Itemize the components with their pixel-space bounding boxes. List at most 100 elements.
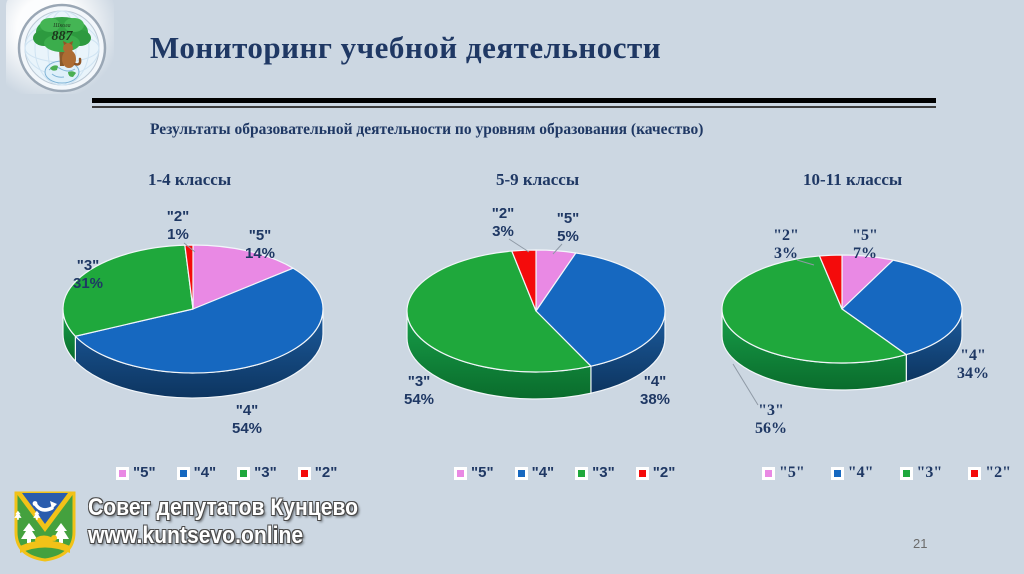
slice-label: 3% <box>492 223 514 240</box>
legend-item-4: "4" <box>176 464 217 481</box>
legend-swatch <box>762 466 775 480</box>
slice-label: 3% <box>774 245 798 262</box>
page-number: 21 <box>913 536 928 551</box>
pie-slice-3 <box>721 255 907 364</box>
legend-label: "2" <box>985 464 1012 481</box>
slice-label: 56% <box>755 420 787 437</box>
legend-item-3: "3" <box>237 464 277 481</box>
legend-item-4: "4" <box>830 464 874 481</box>
legend-item-3: "3" <box>899 464 943 481</box>
footer-banner: Совет депутатов Кунцево www.kuntsevo.onl… <box>12 490 395 562</box>
chart-legend: "5" "4" "3" "2" <box>116 464 338 481</box>
slice-label: 34% <box>957 365 989 382</box>
logo-school-word: Школа <box>52 23 70 29</box>
cat-icon <box>62 41 82 68</box>
slice-label: 38% <box>640 391 670 408</box>
chart-title: 5-9 классы <box>496 170 580 189</box>
slice-label: "4" <box>236 402 259 419</box>
legend-swatch <box>968 466 982 480</box>
footer-council-name: Совет депутатов Кунцево <box>88 494 359 521</box>
slice-label: 7% <box>853 245 877 262</box>
footer-website: www.kuntsevo.online <box>88 522 304 549</box>
slice-label: 54% <box>232 420 262 437</box>
tree-icon <box>33 17 91 66</box>
pie-svg: "5"5% "4"38% "3"54% "2"3% <box>404 205 670 408</box>
pie-chart-grades-1-4: 1-4 классы "5" 14% "4" 54% "3" 31% "2" 1% "5" "4… <box>60 168 390 498</box>
label-leader-line <box>796 259 815 266</box>
school-logo: Школа 887 <box>17 3 107 93</box>
pie-svg: "5"7% "4"34% "3"56% "2"3% <box>721 227 989 437</box>
legend-item-3: "3" <box>575 464 615 481</box>
chart-title: 1-4 классы <box>148 170 232 189</box>
pie-chart-grades-5-9: 5-9 классы "5" 5% "4" 38% "3" 54% "2" 3% "5" "4"… <box>390 168 720 498</box>
post-horn-icon <box>32 501 57 512</box>
legend-item-4: "4" <box>514 464 555 481</box>
legend-label: "5" <box>779 464 805 481</box>
slice-label: 1% <box>167 226 189 243</box>
pie-slice-4 <box>535 252 666 367</box>
slice-label: 31% <box>73 275 103 292</box>
legend-item-2: "2" <box>297 464 338 481</box>
pie-slice-3 <box>62 244 194 337</box>
legend-swatch <box>297 466 311 480</box>
slice-label: "5" <box>852 227 878 244</box>
legend-item-5: "5" <box>454 464 494 481</box>
legend-label: "5" <box>133 464 156 481</box>
kuntsevo-coat-of-arms <box>14 491 76 562</box>
slice-label: 54% <box>404 391 434 408</box>
legend-swatch <box>899 466 913 480</box>
slide-subtitle: Результаты образовательной деятельности … <box>150 121 704 138</box>
legend-item-5: "5" <box>762 464 805 481</box>
logo-school-number: 887 <box>52 29 74 44</box>
chart-legend: "5" "4" "3" "2" <box>454 464 676 481</box>
label-leader-line <box>508 238 530 253</box>
legend-item-2: "2" <box>968 464 1012 481</box>
legend-label: "3" <box>916 464 943 481</box>
legend-swatch <box>454 466 467 480</box>
label-leader-line <box>732 363 759 406</box>
pie-slice-4 <box>841 259 963 356</box>
label-leader-line <box>183 242 196 253</box>
slice-label: "4" <box>644 373 667 390</box>
legend-swatch <box>575 466 589 480</box>
label-leader-line <box>552 243 563 255</box>
pie-chart-grades-10-11: 10-11 классы "5" 7% "4" 34% "3" 56% "2" 3% "5" "… <box>700 168 1024 498</box>
legend-swatch <box>830 466 844 480</box>
slice-label: "3" <box>758 402 784 419</box>
pie-slice-2 <box>184 244 194 310</box>
header-divider <box>92 98 936 108</box>
pie-slice-4 <box>74 267 324 374</box>
legend-label: "4" <box>193 464 217 481</box>
slice-label: "2" <box>167 208 190 225</box>
pie-slice-3 <box>406 250 592 373</box>
slice-label: "5" <box>249 227 272 244</box>
legend-label: "3" <box>254 464 277 481</box>
slice-label: 5% <box>557 228 579 245</box>
legend-swatch <box>176 466 190 480</box>
legend-swatch <box>116 466 129 480</box>
slice-label: 14% <box>245 245 275 262</box>
legend-label: "3" <box>592 464 615 481</box>
pie-svg: "5"14% "4"54% "3"31% "2"1% <box>62 208 324 437</box>
legend-item-5: "5" <box>116 464 156 481</box>
legend-swatch <box>514 466 528 480</box>
pie-slice-2 <box>511 249 537 312</box>
legend-item-2: "2" <box>635 464 676 481</box>
slice-label: "3" <box>77 257 100 274</box>
legend-label: "4" <box>847 464 874 481</box>
legend-label: "4" <box>531 464 555 481</box>
legend-swatch <box>635 466 649 480</box>
legend-label: "2" <box>314 464 338 481</box>
chart-title: 10-11 классы <box>803 170 903 189</box>
slice-label: "4" <box>960 347 986 364</box>
legend-label: "5" <box>471 464 494 481</box>
slice-label: "2" <box>773 227 799 244</box>
page-title: Мониторинг учебной деятельности <box>150 30 662 65</box>
slice-label: "3" <box>408 373 431 390</box>
legend-label: "2" <box>652 464 676 481</box>
pie-slice-5 <box>192 244 294 310</box>
chart-legend: "5" "4" "3" "2" <box>762 464 1012 481</box>
legend-swatch <box>237 466 251 480</box>
slice-label: "2" <box>492 205 515 222</box>
pie-slice-2 <box>818 254 843 310</box>
